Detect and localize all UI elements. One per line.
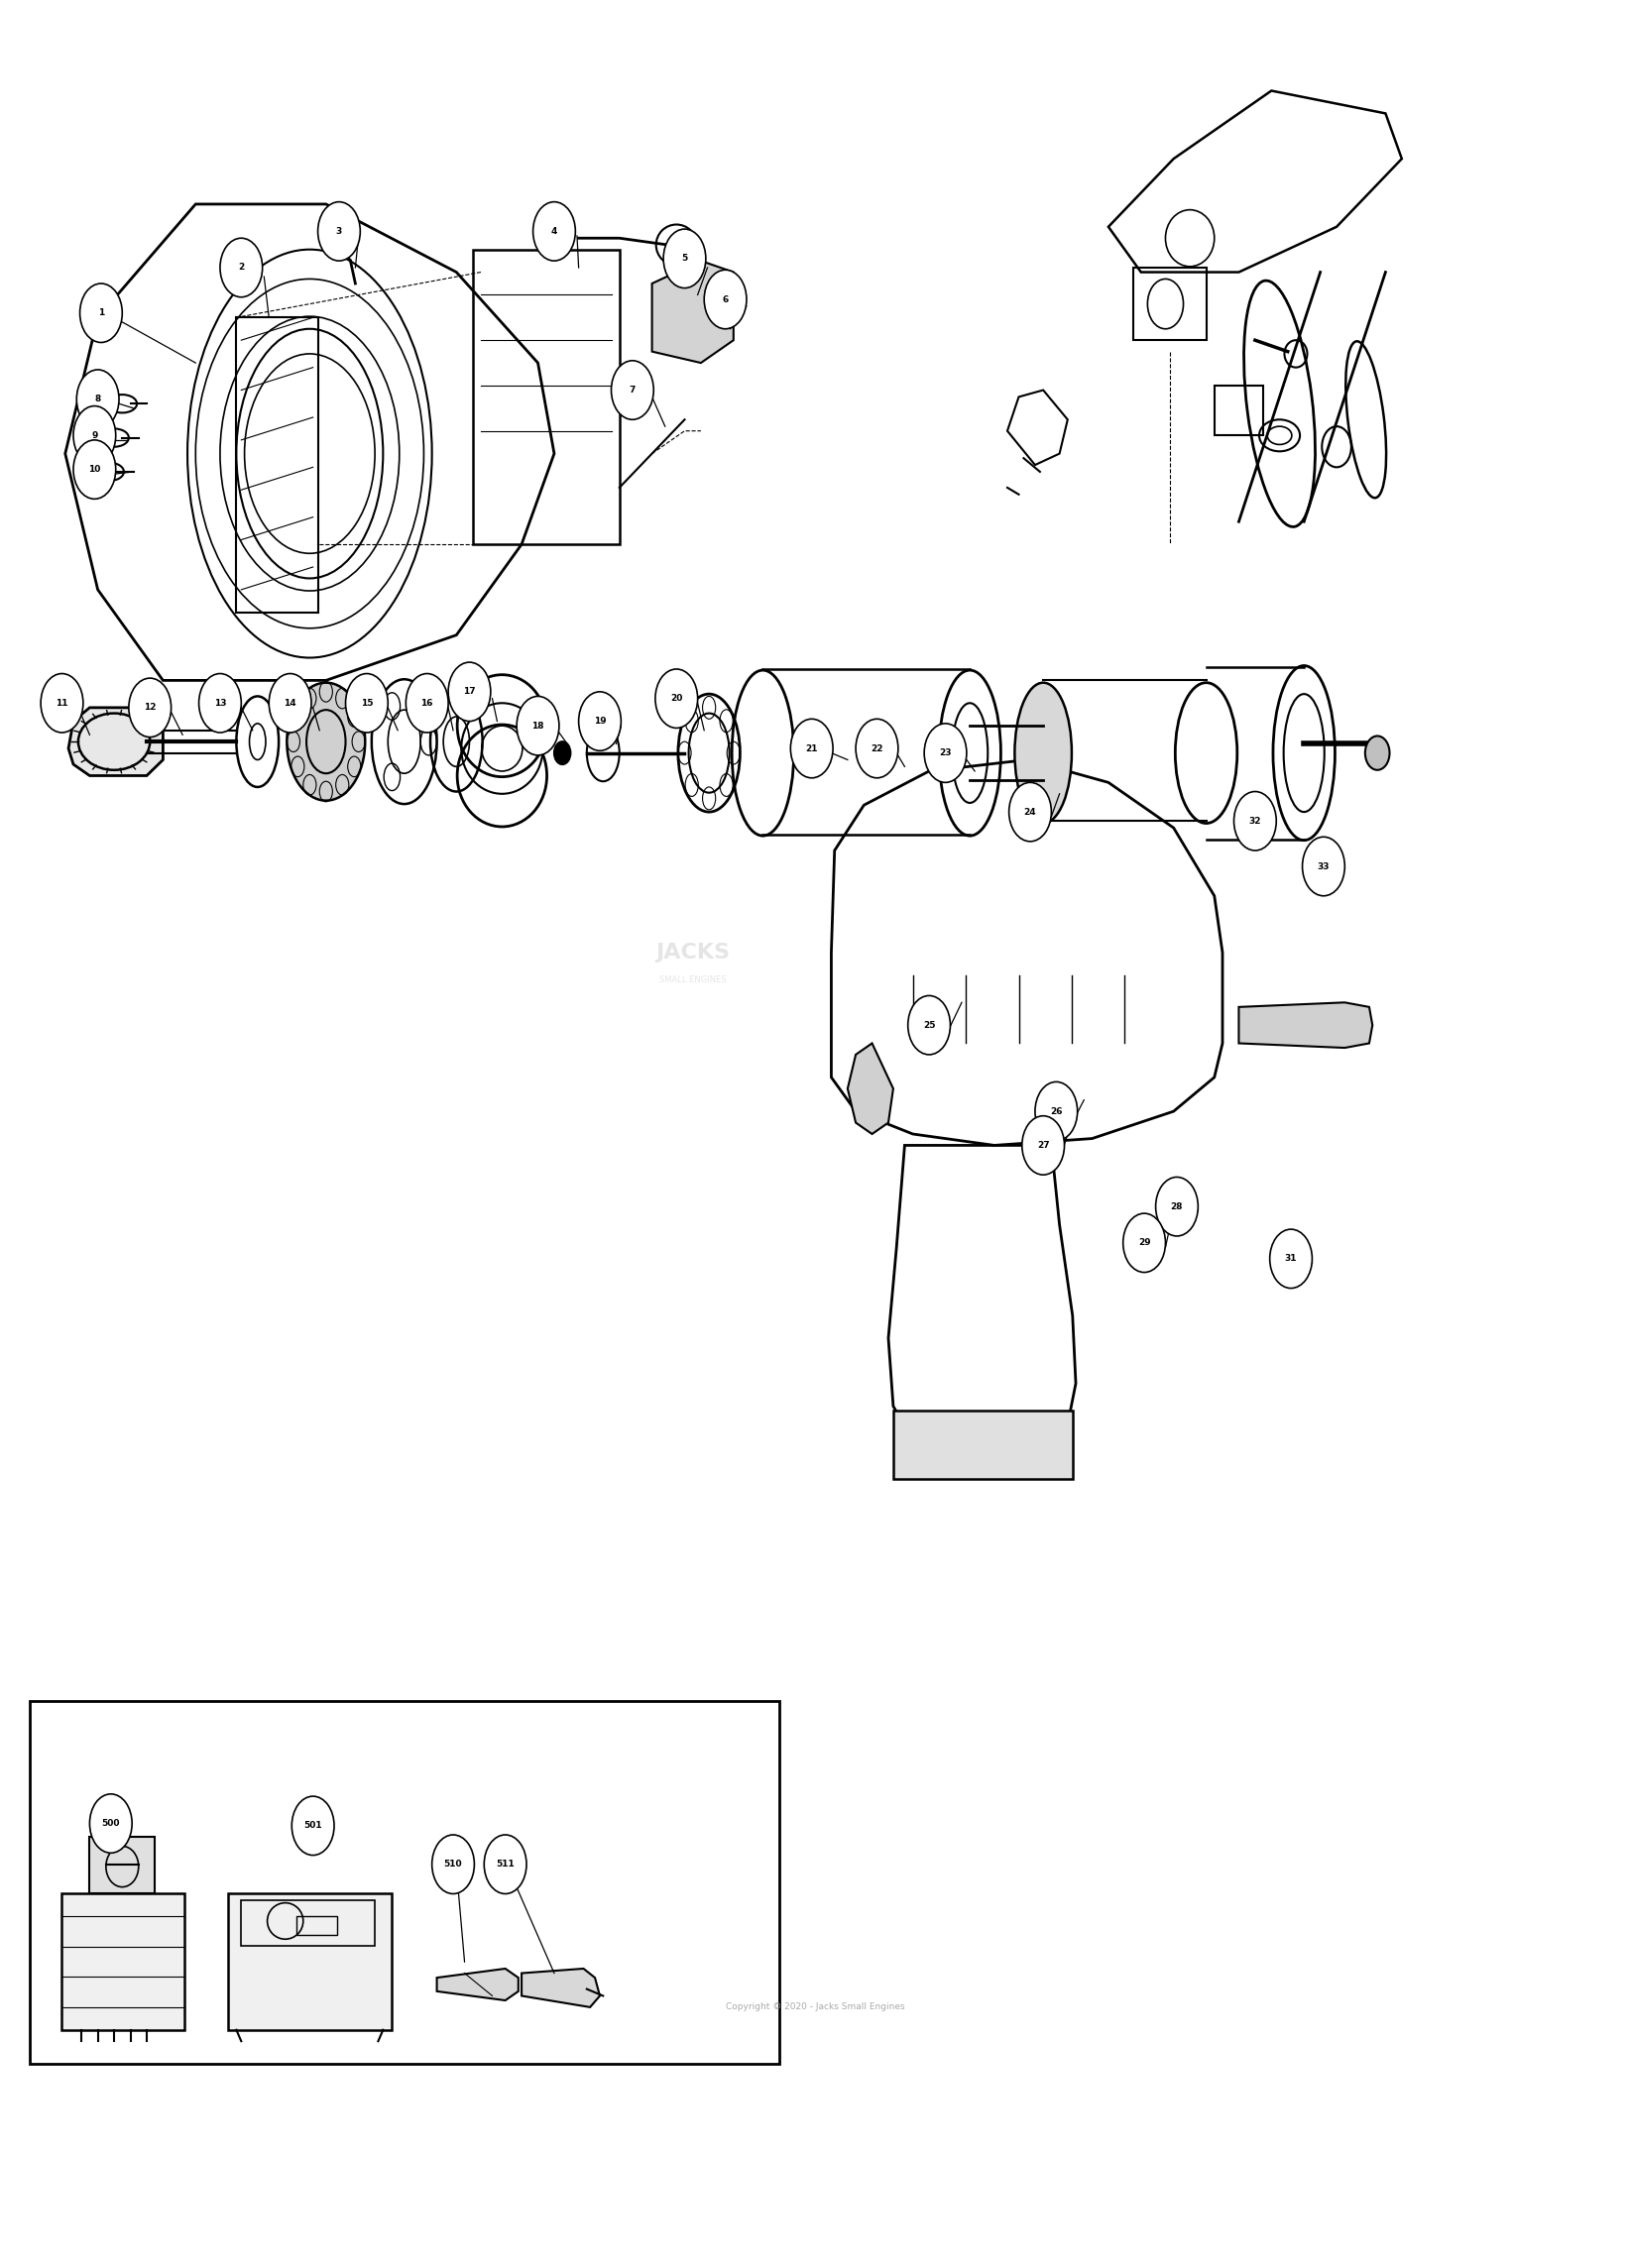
Circle shape <box>448 662 491 721</box>
Circle shape <box>611 361 654 420</box>
Circle shape <box>791 719 833 778</box>
Text: 12: 12 <box>143 703 156 712</box>
Text: 16: 16 <box>421 699 434 708</box>
Text: 33: 33 <box>1317 862 1330 871</box>
Polygon shape <box>1239 1002 1372 1048</box>
Bar <box>1133 268 1206 340</box>
Ellipse shape <box>1014 683 1073 823</box>
Polygon shape <box>68 708 163 776</box>
Circle shape <box>1009 782 1051 841</box>
Text: 31: 31 <box>1284 1254 1297 1263</box>
Text: 32: 32 <box>1249 816 1262 826</box>
Text: 22: 22 <box>870 744 883 753</box>
Text: 14: 14 <box>284 699 297 708</box>
Circle shape <box>1123 1213 1165 1272</box>
Text: 1: 1 <box>98 308 104 318</box>
Circle shape <box>1302 837 1345 896</box>
Circle shape <box>663 229 706 288</box>
Circle shape <box>199 674 241 733</box>
Circle shape <box>579 692 621 751</box>
Circle shape <box>80 284 122 342</box>
Polygon shape <box>437 1969 518 2000</box>
Text: 5: 5 <box>681 254 688 263</box>
Bar <box>29 1701 779 2064</box>
Circle shape <box>77 370 119 429</box>
Circle shape <box>517 696 559 755</box>
Circle shape <box>346 674 388 733</box>
Circle shape <box>1035 1082 1077 1141</box>
Bar <box>62 1894 184 2030</box>
Bar <box>241 1901 375 1946</box>
Text: 6: 6 <box>722 295 729 304</box>
Text: 11: 11 <box>55 699 68 708</box>
Text: SMALL ENGINES: SMALL ENGINES <box>659 975 727 984</box>
Circle shape <box>292 1796 334 1855</box>
Text: 25: 25 <box>923 1021 936 1030</box>
Circle shape <box>1234 792 1276 850</box>
Text: 17: 17 <box>463 687 476 696</box>
Text: 510: 510 <box>443 1860 463 1869</box>
Text: 13: 13 <box>214 699 227 708</box>
Circle shape <box>908 996 950 1055</box>
Circle shape <box>129 678 171 737</box>
Text: 7: 7 <box>629 386 636 395</box>
Circle shape <box>704 270 747 329</box>
Text: 24: 24 <box>1024 807 1037 816</box>
Text: 28: 28 <box>1170 1202 1183 1211</box>
Circle shape <box>1270 1229 1312 1288</box>
Text: 2: 2 <box>238 263 244 272</box>
Text: JACKS: JACKS <box>655 943 730 962</box>
Text: 15: 15 <box>360 699 373 708</box>
Circle shape <box>406 674 448 733</box>
Text: 9: 9 <box>91 431 98 440</box>
Text: 29: 29 <box>1138 1238 1151 1247</box>
Circle shape <box>220 238 262 297</box>
Polygon shape <box>652 261 733 363</box>
Text: 511: 511 <box>496 1860 515 1869</box>
Bar <box>228 1894 391 2030</box>
Circle shape <box>73 440 116 499</box>
Text: 20: 20 <box>670 694 683 703</box>
Text: 27: 27 <box>1037 1141 1050 1150</box>
Bar <box>297 1916 337 1935</box>
Circle shape <box>73 406 116 465</box>
Circle shape <box>432 1835 474 1894</box>
Circle shape <box>41 674 83 733</box>
Circle shape <box>269 674 311 733</box>
Circle shape <box>484 1835 526 1894</box>
Bar <box>90 1837 155 1894</box>
Circle shape <box>655 669 698 728</box>
Text: 10: 10 <box>88 465 101 474</box>
Circle shape <box>856 719 898 778</box>
Text: 26: 26 <box>1050 1107 1063 1116</box>
Text: 500: 500 <box>101 1819 121 1828</box>
Text: 19: 19 <box>593 717 606 726</box>
Bar <box>1214 386 1263 435</box>
Polygon shape <box>848 1043 893 1134</box>
Text: 8: 8 <box>95 395 101 404</box>
Bar <box>893 1411 1073 1479</box>
Ellipse shape <box>1364 735 1389 771</box>
Circle shape <box>1022 1116 1064 1175</box>
Circle shape <box>1156 1177 1198 1236</box>
Circle shape <box>924 723 967 782</box>
Polygon shape <box>522 1969 600 2007</box>
Text: 23: 23 <box>939 748 952 758</box>
Circle shape <box>533 202 575 261</box>
Text: 501: 501 <box>303 1821 323 1830</box>
Circle shape <box>90 1794 132 1853</box>
Text: 4: 4 <box>551 227 557 236</box>
Text: 18: 18 <box>531 721 544 730</box>
Ellipse shape <box>287 683 365 801</box>
Circle shape <box>318 202 360 261</box>
Text: 3: 3 <box>336 227 342 236</box>
Text: 21: 21 <box>805 744 818 753</box>
Text: Copyright © 2020 - Jacks Small Engines: Copyright © 2020 - Jacks Small Engines <box>725 2003 905 2012</box>
Ellipse shape <box>554 742 570 764</box>
